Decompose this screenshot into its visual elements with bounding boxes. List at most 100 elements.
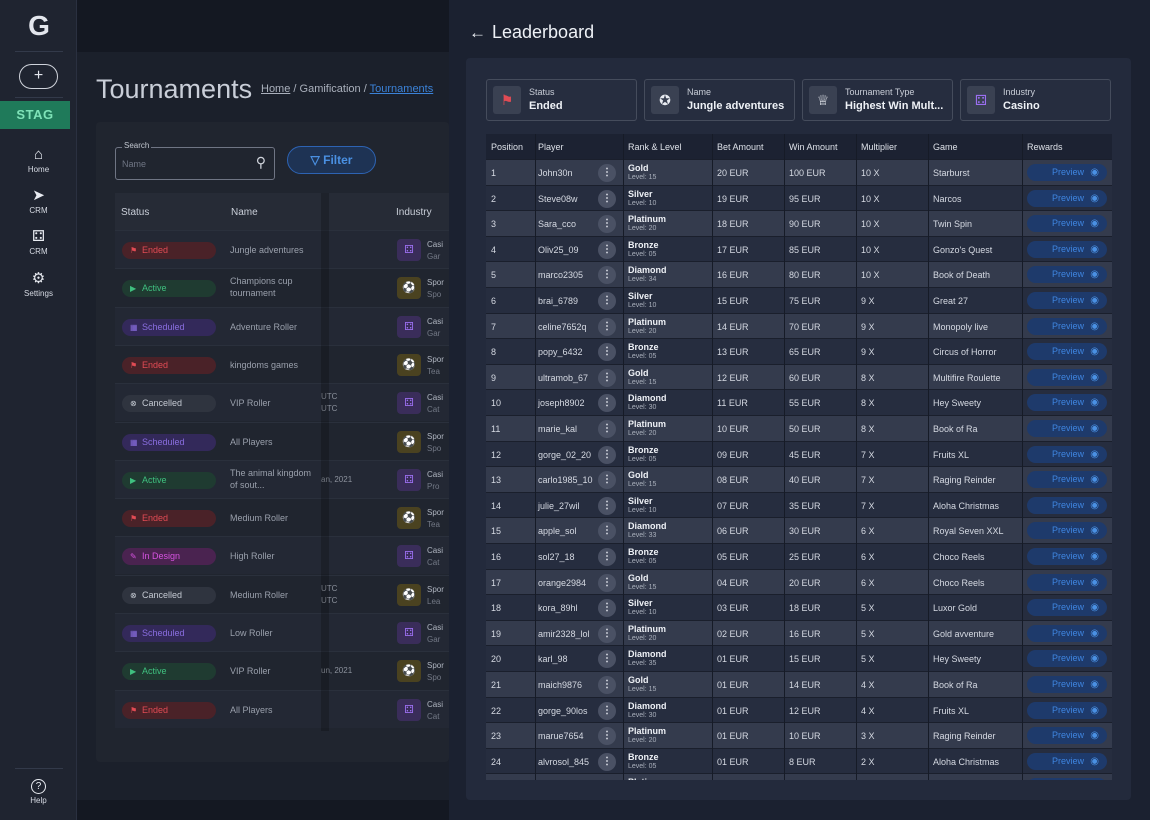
preview-button[interactable]: Preview◉ [1027, 420, 1107, 437]
leaderboard-row[interactable]: Platinum Preview◉ [486, 773, 1112, 780]
preview-button[interactable]: Preview◉ [1027, 599, 1107, 617]
sidebar-item-crm-games[interactable]: ⚃ CRM [10, 228, 67, 256]
table-row[interactable]: ⊗ Cancelled Medium Roller UTC UTC ⚽ Spor Lea [115, 574, 449, 613]
breadcrumb-home[interactable]: Home [261, 83, 291, 95]
more-options-icon[interactable]: ⋮ [598, 292, 616, 310]
leaderboard-row[interactable]: 13 carlo1985_10 Gold Level: 15 08 EUR 40 EUR 7… [486, 466, 1112, 492]
filter-button[interactable]: ▽ Filter [287, 146, 376, 174]
sidebar-item-home[interactable]: ⌂ Home [10, 146, 67, 174]
more-options-icon[interactable]: ⋮ [598, 548, 616, 566]
leaderboard-row[interactable]: 21 maich9876 Gold Level: 15 01 EUR 14 EUR 4 X B… [486, 671, 1112, 697]
preview-button[interactable]: Preview◉ [1027, 727, 1107, 745]
more-options-icon[interactable]: ⋮ [598, 317, 616, 336]
more-options-icon[interactable]: ⋮ [598, 445, 616, 464]
preview-button[interactable]: Preview◉ [1027, 343, 1107, 361]
preview-button[interactable]: Preview◉ [1027, 496, 1107, 514]
leaderboard-row[interactable]: 22 gorge_90los Diamond Level: 30 01 EUR 12 EU… [486, 696, 1112, 723]
more-options-icon[interactable]: ⋮ [598, 752, 616, 771]
leaderboard-row[interactable]: 15 apple_sol Diamond Level: 33 06 EUR 30 EUR 6… [486, 517, 1112, 543]
preview-button[interactable]: Preview◉ [1027, 189, 1107, 207]
more-options-icon[interactable]: ⋮ [598, 701, 616, 720]
more-options-icon[interactable]: ⋮ [598, 343, 616, 362]
leaderboard-row[interactable]: 2 Steve08w Silver Level: 10 19 EUR 95 EUR 10 X… [486, 184, 1112, 211]
column-status[interactable]: Status [121, 207, 150, 218]
preview-button[interactable]: Preview◉ [1027, 676, 1107, 693]
more-options-icon[interactable]: ⋮ [598, 599, 616, 618]
leaderboard-row[interactable]: 9 ultramob_67 Gold Level: 15 12 EUR 60 EUR 8 X… [486, 363, 1112, 390]
leaderboard-row[interactable]: 3 Sara_cco Platinum Level: 20 18 EUR 90 EUR 10… [486, 210, 1112, 236]
leaderboard-row[interactable]: 24 alvrosol_845 Bronze Level: 05 01 EUR 8 EUR… [486, 747, 1112, 774]
more-options-icon[interactable]: ⋮ [598, 573, 616, 592]
sidebar-item-crm[interactable]: ➤ CRM [10, 187, 67, 215]
column-multiplier[interactable]: Multiplier [861, 142, 898, 152]
table-row[interactable]: ▦ Scheduled Low Roller ⚃ Casi Gar [115, 613, 449, 651]
more-options-icon[interactable]: ⋮ [598, 215, 616, 234]
column-game[interactable]: Game [933, 142, 958, 152]
table-row[interactable]: ⚑ Ended Jungle adventures ⚃ Casi Gar [115, 230, 449, 268]
more-options-icon[interactable]: ⋮ [598, 471, 616, 490]
table-row[interactable]: ⚑ Ended All Players ⚃ Casi Cat [115, 689, 449, 728]
leaderboard-row[interactable]: 5 marco2305 Diamond Level: 34 16 EUR 80 EUR 10… [486, 261, 1112, 287]
leaderboard-row[interactable]: 1 John30n Gold Level: 15 20 EUR 100 EUR 10 X St… [486, 159, 1112, 185]
table-row[interactable]: ▦ Scheduled Adventure Roller ⚃ Casi Gar [115, 306, 449, 345]
preview-button[interactable]: Preview◉ [1027, 394, 1107, 412]
column-name[interactable]: Name [231, 207, 258, 218]
more-options-icon[interactable]: ⋮ [598, 266, 616, 285]
leaderboard-row[interactable]: 7 celine7652q Platinum Level: 20 14 EUR 70 EU… [486, 312, 1112, 339]
leaderboard-row[interactable]: 19 amir2328_lol Platinum Level: 20 02 EUR 16 … [486, 619, 1112, 646]
preview-button[interactable]: Preview◉ [1027, 240, 1107, 258]
sidebar-item-help[interactable]: ? Help [10, 779, 67, 805]
column-player[interactable]: Player [538, 142, 564, 152]
table-row[interactable]: ⚑ Ended Medium Roller ⚽ Spor Tea [115, 498, 449, 536]
leaderboard-row[interactable]: 18 kora_89hl Silver Level: 10 03 EUR 18 EUR 5 … [486, 594, 1112, 620]
leaderboard-row[interactable]: 14 julie_27wil Silver Level: 10 07 EUR 35 EUR… [486, 491, 1112, 518]
more-options-icon[interactable]: ⋮ [598, 624, 616, 643]
preview-button[interactable]: Preview◉ [1027, 624, 1107, 642]
table-row[interactable]: ⊗ Cancelled VIP Roller UTC UTC ⚃ Casi Cat [115, 383, 449, 422]
leaderboard-row[interactable]: 11 marie_kal Platinum Level: 20 10 EUR 50 EUR… [486, 415, 1112, 441]
more-options-icon[interactable]: ⋮ [598, 727, 616, 746]
back-arrow-icon[interactable]: ← [469, 23, 486, 42]
preview-button[interactable]: Preview◉ [1027, 752, 1107, 770]
table-row[interactable]: ✎ In Design High Roller ⚃ Casi Cat [115, 536, 449, 575]
add-button[interactable]: + [19, 64, 58, 89]
preview-button[interactable]: Preview◉ [1027, 573, 1107, 591]
search-icon[interactable]: ⚲ [255, 154, 266, 170]
more-options-icon[interactable]: ⋮ [598, 420, 616, 438]
preview-button[interactable]: Preview◉ [1027, 164, 1107, 181]
preview-button[interactable]: Preview◉ [1027, 266, 1107, 284]
leaderboard-row[interactable]: 23 marue7654 Platinum Level: 20 01 EUR 10 EUR… [486, 722, 1112, 748]
table-row[interactable]: ▶ Active The animal kingdom of sout... an, … [115, 459, 449, 498]
table-row[interactable]: ▶ Active Champions cup tournament ⚽ Spor Spo [115, 268, 449, 306]
column-rank-level[interactable]: Rank & Level [628, 142, 682, 152]
leaderboard-row[interactable]: 17 orange2984 Gold Level: 15 04 EUR 20 EUR 6 X… [486, 568, 1112, 595]
table-row[interactable]: ⚑ Ended kingdoms games ⚽ Spor Tea [115, 344, 449, 383]
column-bet-amount[interactable]: Bet Amount [717, 142, 764, 152]
preview-button[interactable]: Preview◉ [1027, 778, 1107, 780]
preview-button[interactable]: Preview◉ [1027, 215, 1107, 233]
preview-button[interactable]: Preview◉ [1027, 292, 1107, 309]
preview-button[interactable]: Preview◉ [1027, 701, 1107, 719]
sidebar-item-settings[interactable]: ⚙ Settings [10, 270, 67, 298]
preview-button[interactable]: Preview◉ [1027, 317, 1107, 335]
preview-button[interactable]: Preview◉ [1027, 471, 1107, 489]
preview-button[interactable]: Preview◉ [1027, 548, 1107, 565]
leaderboard-row[interactable]: 20 karl_98 Diamond Level: 35 01 EUR 15 EUR 5 X… [486, 645, 1112, 671]
leaderboard-row[interactable]: 10 joseph8902 Diamond Level: 30 11 EUR 55 EUR… [486, 389, 1112, 415]
leaderboard-row[interactable]: 4 Oliv25_09 Bronze Level: 05 17 EUR 85 EUR 10 … [486, 235, 1112, 262]
leaderboard-row[interactable]: 6 brai_6789 Silver Level: 10 15 EUR 75 EUR 9 X… [486, 287, 1112, 313]
more-options-icon[interactable]: ⋮ [598, 240, 616, 259]
more-options-icon[interactable]: ⋮ [598, 189, 616, 208]
column-rewards[interactable]: Rewards [1027, 142, 1063, 152]
leaderboard-row[interactable]: 8 popy_6432 Bronze Level: 05 13 EUR 65 EUR 9 X… [486, 338, 1112, 364]
preview-button[interactable]: Preview◉ [1027, 522, 1107, 540]
breadcrumb-gamification[interactable]: Gamification [299, 83, 361, 95]
logo[interactable]: G [28, 10, 50, 41]
search-input[interactable]: Search Name ⚲ [115, 141, 275, 180]
preview-button[interactable]: Preview◉ [1027, 445, 1107, 463]
more-options-icon[interactable]: ⋮ [598, 496, 616, 515]
column-industry[interactable]: Industry [396, 207, 432, 218]
breadcrumb-current[interactable]: Tournaments [369, 83, 434, 95]
leaderboard-row[interactable]: 12 gorge_02_20 Bronze Level: 05 09 EUR 45 EUR… [486, 440, 1112, 467]
table-row[interactable]: ▦ Scheduled All Players ⚽ Spor Spo [115, 421, 449, 460]
